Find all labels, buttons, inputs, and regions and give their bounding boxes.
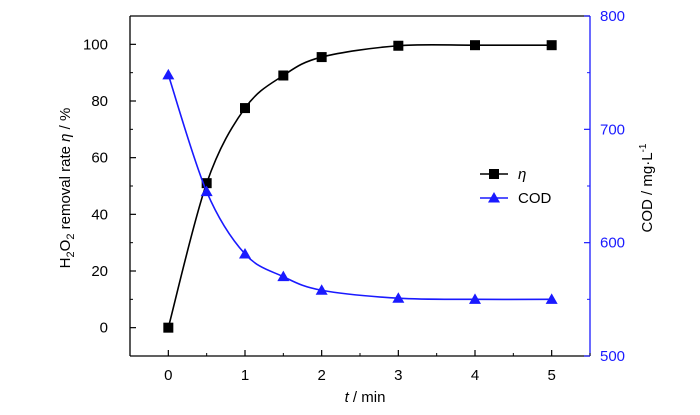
series-layer — [162, 40, 558, 333]
legend-label-eta: η — [518, 166, 526, 183]
left-y-tick-label: 40 — [91, 206, 108, 223]
data-point-cod — [162, 68, 175, 80]
data-point-eta — [393, 40, 404, 51]
left-y-tick-label: 20 — [91, 263, 108, 280]
right-y-axis-label: COD / mg·L-1 — [638, 143, 656, 232]
data-point-cod — [545, 293, 558, 304]
left-y-label-sub2: 2 — [65, 234, 77, 240]
right-y-axis-ticks: 500 600 700 800 — [584, 8, 625, 365]
left-y-tick-label: 80 — [91, 93, 108, 110]
right-y-label-sup: -1 — [638, 143, 649, 152]
data-point-eta — [240, 103, 250, 114]
data-point-eta — [201, 178, 212, 189]
left-y-label-sub1: 2 — [65, 251, 77, 257]
data-point-cod — [315, 284, 328, 295]
series-line-eta — [167, 43, 552, 328]
legend: η COD — [480, 166, 552, 207]
right-y-tick-label: 500 — [600, 348, 625, 365]
left-y-label-h: H — [57, 257, 74, 268]
left-y-tick-label: 60 — [91, 150, 108, 167]
data-point-eta — [278, 70, 289, 81]
data-point-eta — [316, 52, 327, 63]
data-point-cod — [392, 292, 405, 303]
series-line-cod — [167, 74, 552, 301]
right-y-tick-label: 800 — [600, 8, 625, 25]
left-y-label-unit: / % — [57, 108, 74, 134]
x-axis-ticks: 0 1 2 3 4 5 — [129, 350, 591, 384]
data-point-eta — [163, 322, 174, 333]
plot-frame — [129, 15, 591, 357]
legend-label-cod: COD — [518, 190, 552, 207]
left-y-label-o: O — [57, 240, 74, 252]
x-axis-label: t / min — [345, 389, 386, 406]
x-tick-label: 3 — [394, 367, 402, 384]
legend-marker-cod — [488, 192, 500, 203]
x-tick-label: 0 — [164, 367, 172, 384]
left-y-tick-label: 0 — [100, 320, 108, 337]
data-point-eta — [546, 40, 557, 51]
x-tick-label: 5 — [547, 367, 555, 384]
right-y-label-text: COD / mg·L — [639, 152, 656, 232]
data-point-cod — [277, 270, 290, 282]
left-y-tick-label: 100 — [83, 36, 108, 53]
left-y-axis-label: H2O2 removal rate η / % — [57, 108, 77, 269]
x-tick-label: 1 — [241, 367, 249, 384]
data-point-cod — [469, 293, 481, 304]
right-y-tick-label: 700 — [600, 121, 625, 138]
x-axis-unit: / min — [349, 389, 386, 406]
left-y-axis-ticks: 0 20 40 60 80 100 — [83, 15, 136, 357]
left-y-label-variable: η — [57, 134, 74, 142]
data-point-cod — [239, 248, 251, 259]
x-tick-label: 2 — [317, 367, 325, 384]
right-y-tick-label: 600 — [600, 235, 625, 252]
left-y-label-text: removal rate — [57, 142, 74, 234]
x-axis-variable: t — [345, 389, 350, 406]
x-tick-label: 4 — [471, 367, 479, 384]
data-point-cod — [200, 185, 213, 197]
data-point-eta — [470, 40, 480, 51]
legend-marker-eta — [489, 169, 499, 179]
